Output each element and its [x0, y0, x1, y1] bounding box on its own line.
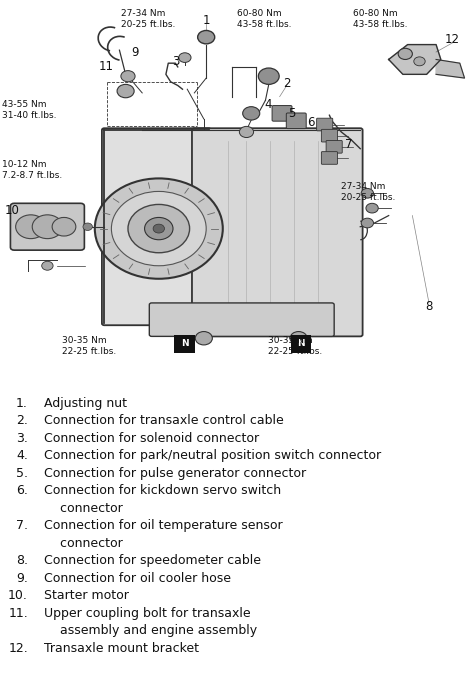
- Text: Connection for kickdown servo switch: Connection for kickdown servo switch: [44, 484, 281, 497]
- Circle shape: [42, 261, 53, 270]
- Text: 6: 6: [307, 116, 314, 129]
- Circle shape: [128, 205, 190, 253]
- Circle shape: [16, 215, 46, 239]
- Text: 43-55 Nm
31-40 ft.lbs.: 43-55 Nm 31-40 ft.lbs.: [2, 100, 57, 121]
- FancyBboxPatch shape: [317, 118, 333, 131]
- Text: Connection for oil cooler hose: Connection for oil cooler hose: [44, 572, 231, 585]
- Text: 60-80 Nm
43-58 ft.lbs.: 60-80 Nm 43-58 ft.lbs.: [353, 10, 408, 29]
- Circle shape: [198, 31, 215, 44]
- Text: Connection for transaxle control cable: Connection for transaxle control cable: [44, 414, 284, 427]
- Circle shape: [179, 53, 191, 63]
- Circle shape: [195, 331, 212, 345]
- Text: 27-34 Nm
20-25 ft.lbs.: 27-34 Nm 20-25 ft.lbs.: [341, 182, 396, 203]
- Text: 8.: 8.: [16, 554, 28, 567]
- Text: Starter motor: Starter motor: [44, 589, 129, 602]
- Text: 6.: 6.: [16, 484, 28, 497]
- Text: 30-35 Nm
22-25 ft.lbs.: 30-35 Nm 22-25 ft.lbs.: [62, 336, 116, 357]
- Circle shape: [32, 215, 63, 239]
- Text: 10: 10: [4, 203, 19, 216]
- Text: 3: 3: [172, 55, 179, 68]
- Circle shape: [361, 218, 374, 228]
- Text: 10.: 10.: [8, 589, 28, 602]
- Text: Connection for oil temperature sensor: Connection for oil temperature sensor: [44, 519, 283, 533]
- Circle shape: [243, 106, 260, 120]
- Circle shape: [121, 71, 135, 82]
- Text: 60-80 Nm
43-58 ft.lbs.: 60-80 Nm 43-58 ft.lbs.: [237, 10, 292, 29]
- FancyBboxPatch shape: [321, 151, 337, 164]
- Text: 11: 11: [99, 61, 114, 74]
- Text: connector: connector: [44, 537, 123, 550]
- Text: 11.: 11.: [8, 607, 28, 620]
- Text: 5: 5: [288, 107, 295, 120]
- Circle shape: [117, 85, 134, 98]
- Text: 7: 7: [345, 138, 352, 151]
- Text: 9: 9: [131, 46, 139, 59]
- Text: 3.: 3.: [16, 432, 28, 445]
- Circle shape: [290, 331, 307, 345]
- Bar: [174, 335, 195, 353]
- FancyBboxPatch shape: [149, 303, 334, 336]
- Circle shape: [95, 179, 223, 279]
- Circle shape: [83, 223, 92, 231]
- Text: 12: 12: [445, 33, 460, 46]
- Text: 12.: 12.: [8, 642, 28, 655]
- Text: Transaxle mount bracket: Transaxle mount bracket: [44, 642, 199, 655]
- Polygon shape: [389, 44, 441, 74]
- FancyBboxPatch shape: [272, 106, 292, 121]
- FancyBboxPatch shape: [192, 128, 363, 336]
- Text: 2.: 2.: [16, 414, 28, 427]
- Text: Upper coupling bolt for transaxle: Upper coupling bolt for transaxle: [44, 607, 251, 620]
- Text: Connection for solenoid connector: Connection for solenoid connector: [44, 432, 259, 445]
- Text: 1: 1: [202, 14, 210, 27]
- Text: N: N: [181, 339, 189, 348]
- Text: 4: 4: [264, 98, 272, 110]
- Text: 27-34 Nm
20-25 ft.lbs.: 27-34 Nm 20-25 ft.lbs.: [121, 10, 175, 29]
- Circle shape: [52, 218, 76, 236]
- Text: Connection for park/neutral position switch connector: Connection for park/neutral position swi…: [44, 449, 381, 462]
- Circle shape: [414, 57, 425, 65]
- Bar: [291, 335, 311, 353]
- Text: 9.: 9.: [16, 572, 28, 585]
- FancyBboxPatch shape: [321, 130, 337, 142]
- Circle shape: [111, 192, 206, 266]
- FancyBboxPatch shape: [286, 113, 306, 129]
- Text: 10-12 Nm
7.2-8.7 ft.lbs.: 10-12 Nm 7.2-8.7 ft.lbs.: [2, 160, 63, 180]
- Circle shape: [366, 203, 378, 213]
- Text: Connection for speedometer cable: Connection for speedometer cable: [44, 554, 261, 567]
- Text: 5.: 5.: [16, 466, 28, 479]
- Text: N: N: [297, 339, 305, 348]
- Circle shape: [239, 126, 254, 138]
- Text: 1.: 1.: [16, 397, 28, 410]
- Text: assembly and engine assembly: assembly and engine assembly: [44, 625, 257, 638]
- Circle shape: [145, 218, 173, 240]
- Text: 2: 2: [283, 77, 291, 90]
- Circle shape: [153, 224, 164, 233]
- Circle shape: [398, 48, 412, 59]
- Text: 8: 8: [425, 300, 433, 313]
- Text: Adjusting nut: Adjusting nut: [44, 397, 127, 410]
- Text: 4.: 4.: [16, 449, 28, 462]
- Circle shape: [258, 68, 279, 85]
- Text: 30-35 Nm
22-25 ft.lbs.: 30-35 Nm 22-25 ft.lbs.: [268, 336, 322, 357]
- Polygon shape: [436, 59, 465, 78]
- Text: connector: connector: [44, 502, 123, 515]
- FancyBboxPatch shape: [102, 128, 211, 325]
- FancyBboxPatch shape: [10, 203, 84, 250]
- Text: 7.: 7.: [16, 519, 28, 533]
- Circle shape: [361, 188, 374, 198]
- Text: Connection for pulse generator connector: Connection for pulse generator connector: [44, 466, 306, 479]
- FancyBboxPatch shape: [326, 140, 342, 153]
